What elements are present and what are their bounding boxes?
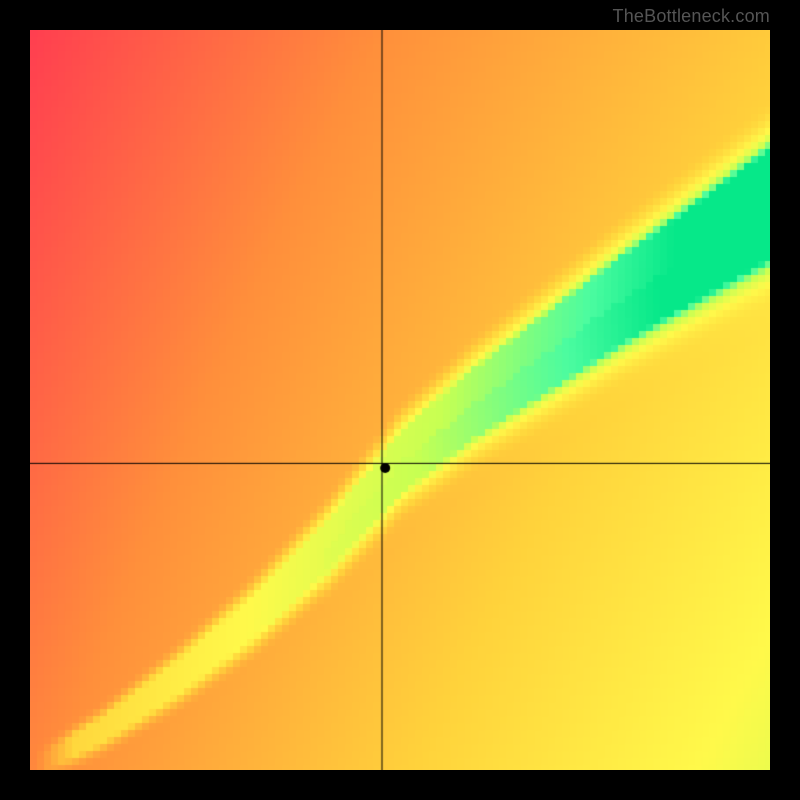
chart-container: TheBottleneck.com xyxy=(0,0,800,800)
watermark: TheBottleneck.com xyxy=(613,6,770,27)
heatmap-canvas xyxy=(30,30,770,770)
